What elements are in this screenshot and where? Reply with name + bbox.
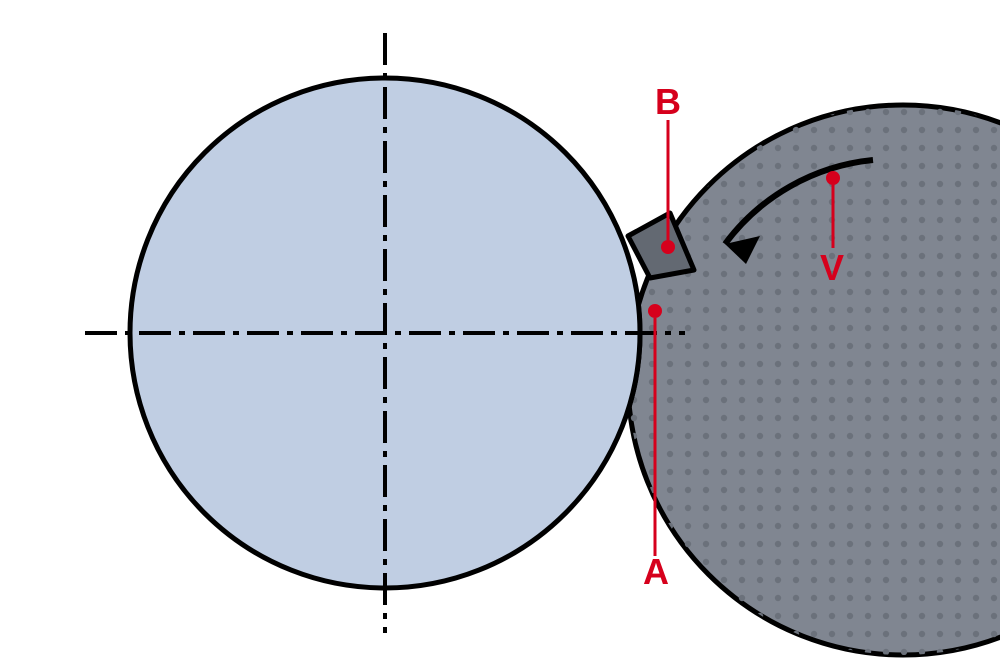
label-b-dot xyxy=(661,240,675,254)
label-v-dot xyxy=(826,171,840,185)
grinding-diagram: A B V xyxy=(0,0,1000,667)
label-a: A xyxy=(643,551,669,592)
label-v: V xyxy=(820,247,844,288)
label-a-dot xyxy=(648,304,662,318)
label-b: B xyxy=(655,81,681,122)
